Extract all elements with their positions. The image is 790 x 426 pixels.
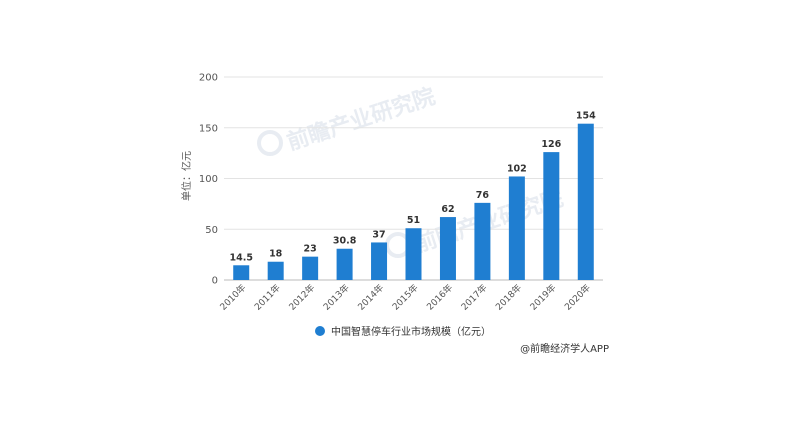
bar — [302, 256, 319, 280]
x-tick-label: 2020年 — [562, 282, 593, 313]
y-tick-label: 0 — [212, 276, 218, 287]
legend-swatch — [315, 326, 325, 336]
data-label: 102 — [507, 163, 527, 174]
y-tick-label: 50 — [205, 225, 218, 236]
watermark-text: 前瞻产业研究院 — [284, 83, 439, 155]
bar — [577, 123, 594, 280]
y-axis-ticks: 0 50 100 150 200 — [199, 73, 218, 287]
data-label: 30.8 — [333, 236, 357, 247]
bar — [336, 248, 353, 280]
x-tick-label: 2017年 — [458, 282, 489, 313]
data-label: 62 — [441, 204, 454, 215]
bar — [371, 242, 388, 280]
x-tick-label: 2019年 — [527, 282, 558, 313]
data-label: 18 — [269, 249, 283, 260]
bar — [267, 261, 284, 280]
x-tick-label: 2014年 — [355, 282, 386, 313]
y-axis-label: 单位：亿元 — [180, 151, 193, 201]
data-label: 154 — [576, 111, 596, 122]
bar — [405, 228, 422, 280]
x-tick-label: 2018年 — [493, 282, 524, 313]
x-axis-ticks: 2010年 2011年 2012年 2013年 2014年 2015年 2016年 2017年… — [217, 282, 593, 313]
legend: 中国智慧停车行业市场规模（亿元） — [315, 325, 491, 338]
bar — [508, 176, 525, 280]
y-tick-label: 200 — [199, 73, 218, 84]
bars — [233, 123, 594, 280]
data-label: 76 — [476, 190, 490, 201]
data-label: 37 — [372, 229, 385, 240]
watermark-logo: 前瞻产业研究院 — [257, 83, 439, 156]
x-tick-label: 2016年 — [424, 282, 455, 313]
x-tick-label: 2015年 — [390, 282, 421, 313]
x-tick-label: 2011年 — [252, 282, 283, 313]
legend-label: 中国智慧停车行业市场规模（亿元） — [331, 325, 491, 338]
y-tick-label: 100 — [199, 174, 218, 185]
x-tick-label: 2012年 — [286, 282, 317, 313]
data-labels: 14.5 18 23 30.8 37 51 62 76 102 126 154 — [230, 111, 597, 264]
data-label: 14.5 — [230, 252, 253, 263]
bar — [233, 265, 250, 280]
data-label: 126 — [541, 139, 561, 150]
x-tick-label: 2010年 — [217, 282, 248, 313]
data-label: 51 — [407, 215, 420, 226]
source-note: @前瞻经济学人APP — [520, 342, 609, 355]
bar — [439, 217, 456, 280]
bar — [474, 202, 491, 280]
data-label: 23 — [304, 244, 317, 255]
x-tick-label: 2013年 — [321, 282, 352, 313]
bar — [543, 152, 560, 280]
y-tick-label: 150 — [199, 123, 218, 134]
